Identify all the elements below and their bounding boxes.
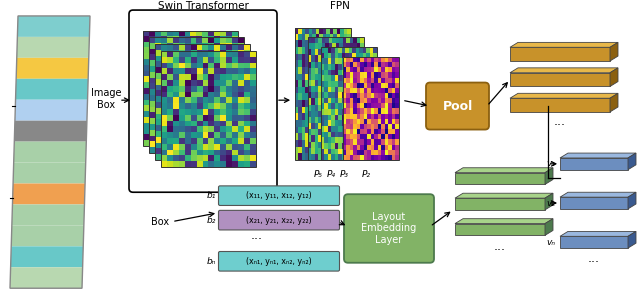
Polygon shape xyxy=(13,163,86,184)
Polygon shape xyxy=(510,93,618,98)
Polygon shape xyxy=(455,224,545,235)
FancyBboxPatch shape xyxy=(129,10,277,192)
Text: b₂: b₂ xyxy=(207,216,216,225)
FancyBboxPatch shape xyxy=(218,186,339,205)
Text: (xₙ₁, yₙ₁, xₙ₂, yₙ₂): (xₙ₁, yₙ₁, xₙ₂, yₙ₂) xyxy=(246,257,312,266)
Text: Box: Box xyxy=(151,216,169,227)
Polygon shape xyxy=(15,79,88,100)
Polygon shape xyxy=(510,73,610,86)
Polygon shape xyxy=(560,236,628,248)
Bar xyxy=(321,47,377,160)
Bar xyxy=(155,44,250,160)
Polygon shape xyxy=(11,246,83,267)
Polygon shape xyxy=(17,16,90,37)
Polygon shape xyxy=(628,153,636,170)
Polygon shape xyxy=(455,193,553,198)
Polygon shape xyxy=(510,68,618,73)
Polygon shape xyxy=(16,58,89,79)
Polygon shape xyxy=(455,168,553,173)
Polygon shape xyxy=(12,225,84,246)
Polygon shape xyxy=(17,37,90,58)
Bar xyxy=(149,37,244,153)
FancyBboxPatch shape xyxy=(426,83,489,129)
Polygon shape xyxy=(13,142,86,163)
Polygon shape xyxy=(610,68,618,86)
Text: P₅: P₅ xyxy=(314,170,323,179)
Polygon shape xyxy=(12,184,85,205)
Polygon shape xyxy=(610,42,618,61)
FancyBboxPatch shape xyxy=(344,194,434,263)
Text: P₂: P₂ xyxy=(362,170,371,179)
Text: ...: ... xyxy=(554,115,566,128)
Bar xyxy=(295,28,351,160)
Text: (x₁₁, y₁₁, x₁₂, y₁₂): (x₁₁, y₁₁, x₁₂, y₁₂) xyxy=(246,191,312,200)
FancyBboxPatch shape xyxy=(218,251,339,271)
Polygon shape xyxy=(560,192,636,197)
Text: Swin Transformer: Swin Transformer xyxy=(157,1,248,11)
Bar xyxy=(343,57,399,160)
Text: P₄: P₄ xyxy=(326,170,335,179)
Text: bₙ: bₙ xyxy=(207,257,216,266)
Polygon shape xyxy=(510,42,618,47)
Polygon shape xyxy=(455,219,553,224)
Polygon shape xyxy=(628,192,636,209)
Text: Pool: Pool xyxy=(442,100,472,112)
Bar xyxy=(308,37,364,160)
Polygon shape xyxy=(510,98,610,112)
Text: ...: ... xyxy=(494,239,506,253)
Polygon shape xyxy=(14,121,87,142)
Polygon shape xyxy=(560,231,636,236)
Text: b₁: b₁ xyxy=(207,191,216,200)
Polygon shape xyxy=(15,100,88,121)
Polygon shape xyxy=(10,267,83,288)
Text: ...: ... xyxy=(588,252,600,265)
Text: P₃: P₃ xyxy=(339,170,349,179)
Text: FPN: FPN xyxy=(330,1,350,11)
Polygon shape xyxy=(610,93,618,112)
Polygon shape xyxy=(545,219,553,235)
Polygon shape xyxy=(545,193,553,210)
Polygon shape xyxy=(510,47,610,61)
Polygon shape xyxy=(628,231,636,248)
Bar xyxy=(161,51,256,167)
Polygon shape xyxy=(455,173,545,184)
Text: Layout
Embedding
Layer: Layout Embedding Layer xyxy=(362,212,417,245)
Text: ...: ... xyxy=(251,229,263,242)
FancyBboxPatch shape xyxy=(218,210,339,230)
Bar xyxy=(143,30,238,146)
Polygon shape xyxy=(560,197,628,209)
Polygon shape xyxy=(455,198,545,210)
Polygon shape xyxy=(560,158,628,170)
Polygon shape xyxy=(560,153,636,158)
Polygon shape xyxy=(545,168,553,184)
Text: Image
Box: Image Box xyxy=(91,89,121,110)
Text: v₁: v₁ xyxy=(546,159,555,168)
Text: vₙ: vₙ xyxy=(546,238,555,247)
Text: v₂: v₂ xyxy=(546,199,555,208)
Text: (x₂₁, y₂₁, x₂₂, y₂₂): (x₂₁, y₂₁, x₂₂, y₂₂) xyxy=(246,216,312,225)
Polygon shape xyxy=(12,205,84,225)
